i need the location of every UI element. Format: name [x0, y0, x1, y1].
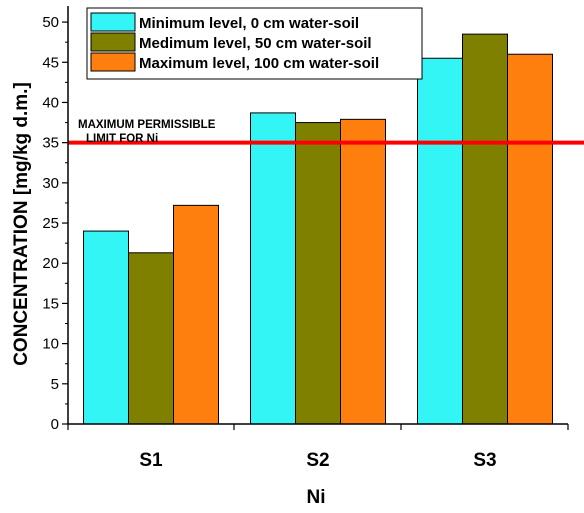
bar-s1-series-2 — [128, 252, 174, 425]
legend: Minimum level, 0 cm water-soil Medimum le… — [86, 7, 423, 80]
legend-swatch — [90, 12, 136, 32]
y-tick-label: 0 — [51, 416, 59, 433]
y-tick-label: 5 — [51, 376, 59, 393]
y-tick-label: 40 — [42, 94, 59, 111]
annotation-line-1: MAXIMUM PERMISSIBLE — [78, 119, 216, 131]
y-tick-label: 10 — [42, 336, 59, 353]
legend-label: Medimum level, 50 cm water-soil — [139, 35, 372, 52]
y-tick-label: 45 — [42, 54, 59, 71]
annotation-line-2: LIMIT FOR Ni — [86, 133, 158, 145]
x-tick-label: S3 — [473, 450, 496, 471]
legend-frame — [86, 7, 423, 80]
bar-s3-series-3 — [507, 53, 553, 425]
bar-s2-series-1 — [250, 112, 296, 425]
x-tick-label: S2 — [306, 450, 329, 471]
y-tick-label: 25 — [42, 215, 59, 232]
x-axis-title: Ni — [307, 487, 326, 508]
axes-layer: 0 5 10 15 20 25 30 35 40 45 50 S1 S2 S3 — [42, 6, 569, 471]
y-tick-label: 15 — [42, 295, 59, 312]
y-tick-label: 35 — [42, 135, 59, 152]
y-tick-label: 30 — [42, 175, 59, 192]
bar-s2-series-2 — [295, 122, 341, 425]
legend-swatch — [90, 32, 136, 52]
legend-label: Maximum level, 100 cm water-soil — [139, 55, 379, 72]
legend-swatch — [90, 52, 136, 72]
y-tick-label: 50 — [42, 14, 59, 31]
bar-s1-series-1 — [83, 230, 129, 425]
bar-s3-series-2 — [462, 33, 508, 425]
bars-layer — [83, 33, 553, 425]
bar-s2-series-3 — [340, 118, 386, 425]
bar-s1-series-3 — [173, 204, 219, 425]
y-tick-label: 20 — [42, 255, 59, 272]
legend-label: Minimum level, 0 cm water-soil — [139, 15, 359, 32]
y-axis-title: CONCENTRATION [mg/kg d.m.] — [11, 82, 32, 366]
bar-s3-series-1 — [417, 57, 463, 425]
x-tick-label: S1 — [139, 450, 163, 471]
